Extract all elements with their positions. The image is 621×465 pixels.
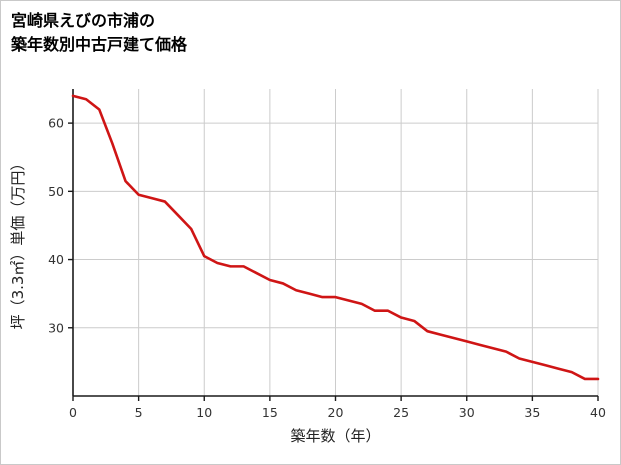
y-axis-label: 坪（3.3㎡）単価（万円）: [9, 156, 27, 330]
x-axis-label: 築年数（年）: [290, 427, 380, 445]
x-tick-label: 35: [524, 405, 540, 420]
chart-title-line-2: 築年数別中古戸建て価格: [11, 35, 188, 54]
chart-title: 宮崎県えびの市浦の 築年数別中古戸建て価格: [11, 9, 187, 57]
x-tick-label: 25: [393, 405, 409, 420]
price-line-series: [71, 94, 600, 381]
x-tick-label: 30: [459, 405, 475, 420]
chart-title-line-1: 宮崎県えびの市浦の: [11, 11, 156, 30]
x-tick-label: 15: [262, 405, 278, 420]
y-tick-label: 30: [48, 320, 64, 335]
y-tick-label: 60: [48, 116, 64, 131]
y-tick-label: 40: [48, 252, 64, 267]
x-tick-label: 20: [328, 405, 344, 420]
x-tick-label: 0: [69, 405, 77, 420]
x-tick-label: 10: [196, 405, 212, 420]
x-tick-label: 40: [590, 405, 606, 420]
x-tick-label: 5: [135, 405, 143, 420]
y-tick-label: 50: [48, 184, 64, 199]
